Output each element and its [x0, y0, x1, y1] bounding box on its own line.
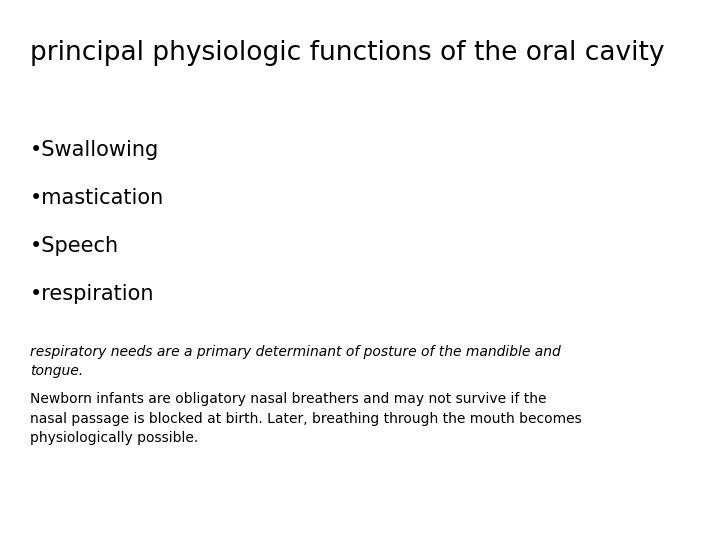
Text: •Speech: •Speech [30, 236, 119, 256]
Text: •Swallowing: •Swallowing [30, 140, 159, 160]
Text: respiratory needs are a primary determinant of posture of the mandible and
tongu: respiratory needs are a primary determin… [30, 345, 561, 379]
Text: principal physiologic functions of the oral cavity: principal physiologic functions of the o… [30, 40, 665, 66]
Text: •respiration: •respiration [30, 284, 155, 304]
Text: Newborn infants are obligatory nasal breathers and may not survive if the
nasal : Newborn infants are obligatory nasal bre… [30, 392, 582, 445]
Text: •mastication: •mastication [30, 188, 164, 208]
